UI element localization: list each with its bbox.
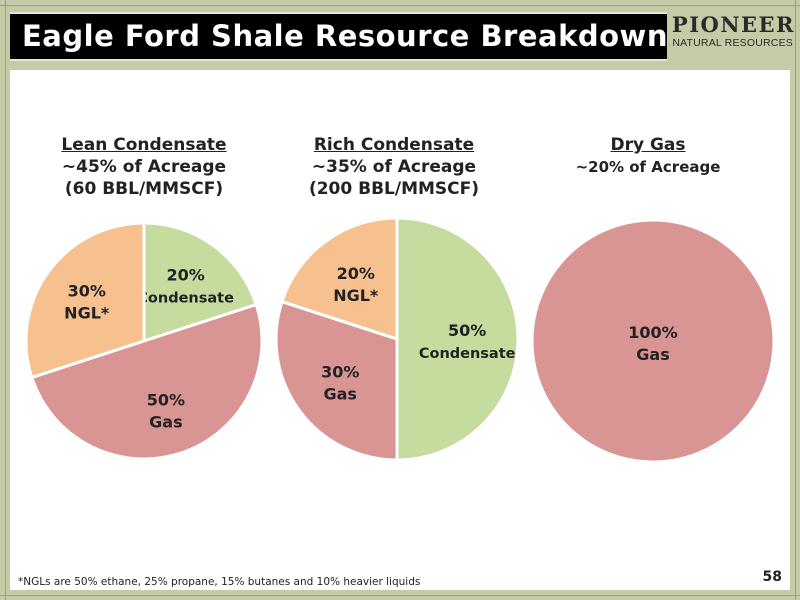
pie-lean-subtitle: ~45% of Acreage	[61, 157, 227, 177]
frame-top-line	[0, 5, 800, 6]
pie-lean-label-ngl: 30% NGL*	[64, 281, 110, 322]
page-number: 58	[762, 569, 782, 585]
frame-bottom-line	[0, 595, 800, 596]
frame-left-line	[5, 0, 6, 600]
pie-rich-slice-ngl	[280, 216, 399, 342]
pie-lean-subtitle2: (60 BBL/MMSCF)	[64, 179, 224, 199]
pie-dry-header: Dry Gas ~20% of Acreage	[538, 134, 758, 178]
pie-rich-subtitle2: (200 BBL/MMSCF)	[308, 179, 480, 199]
pie-lean-label-condensate: 20% Condensate	[137, 266, 234, 307]
pie-rich-header: Rich Condensate ~35% of Acreage (200 BBL…	[284, 134, 504, 200]
footnote: *NGLs are 50% ethane, 25% propane, 15% b…	[18, 576, 421, 588]
pie-dry-subtitle: ~20% of Acreage	[575, 158, 721, 176]
pie-lean-label-gas: 50% Gas	[147, 390, 185, 431]
pie-dry-slice-gas	[530, 218, 776, 464]
pie-charts: 20% Condensate 50% Gas 30% NGL* 50% Condensate 3…	[24, 216, 776, 464]
title-bar: Eagle Ford Shale Resource Breakdown	[10, 12, 668, 61]
pie-lean-header: Lean Condensate ~45% of Acreage (60 BBL/…	[34, 134, 254, 200]
pie-rich-label-gas: 30% Gas	[321, 362, 359, 403]
pie-rich-subtitle: ~35% of Acreage	[311, 157, 477, 177]
pie-rich-slice-gas	[274, 299, 399, 462]
pie-lean-slice-condensate	[142, 221, 259, 344]
content-panel: Lean Condensate ~45% of Acreage (60 BBL/…	[10, 70, 790, 590]
pie-rich-slice-condensate	[395, 216, 520, 462]
logo-name: PIONEER	[671, 12, 795, 37]
pie-rich-title: Rich Condensate	[313, 135, 475, 155]
logo-subtitle: NATURAL RESOURCES	[672, 37, 793, 49]
pie-rich-label-condensate: 50% Condensate	[419, 321, 516, 362]
pie-dry-title: Dry Gas	[610, 135, 686, 155]
pie-dry-label-gas: 100% Gas	[628, 323, 677, 364]
slide-title: Eagle Ford Shale Resource Breakdown	[22, 19, 668, 53]
pie-rich-label-ngl: 20% NGL*	[333, 264, 379, 305]
pie-lean-slice-ngl	[24, 221, 146, 380]
company-logo: PIONEER NATURAL RESOURCES	[671, 12, 795, 52]
frame-right-line	[795, 0, 796, 600]
pie-lean-title: Lean Condensate	[61, 135, 227, 155]
pie-lean-slice-gas	[29, 302, 264, 461]
